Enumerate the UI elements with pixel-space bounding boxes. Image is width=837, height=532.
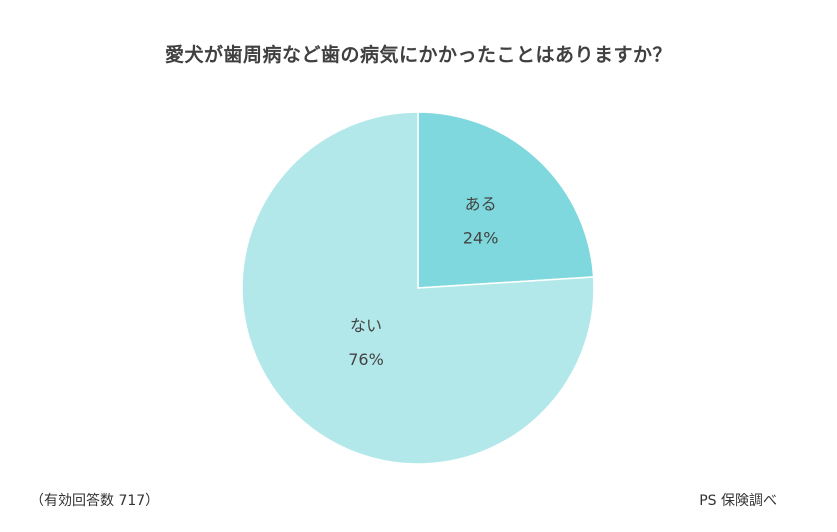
slice-label-1: ない — [350, 316, 382, 335]
pie-slice-0 — [417, 111, 595, 289]
slice-value-1: 76% — [348, 350, 384, 369]
slice-label-0: ある — [465, 194, 497, 213]
source-note: PS 保険調べ — [699, 493, 777, 509]
chart-title: 愛犬が歯周病など歯の病気にかかったことはありますか？ — [164, 44, 672, 66]
slice-value-0: 24% — [463, 228, 499, 247]
pie-slice-1 — [241, 111, 595, 465]
respondent-count: （有効回答数 717） — [30, 493, 160, 509]
